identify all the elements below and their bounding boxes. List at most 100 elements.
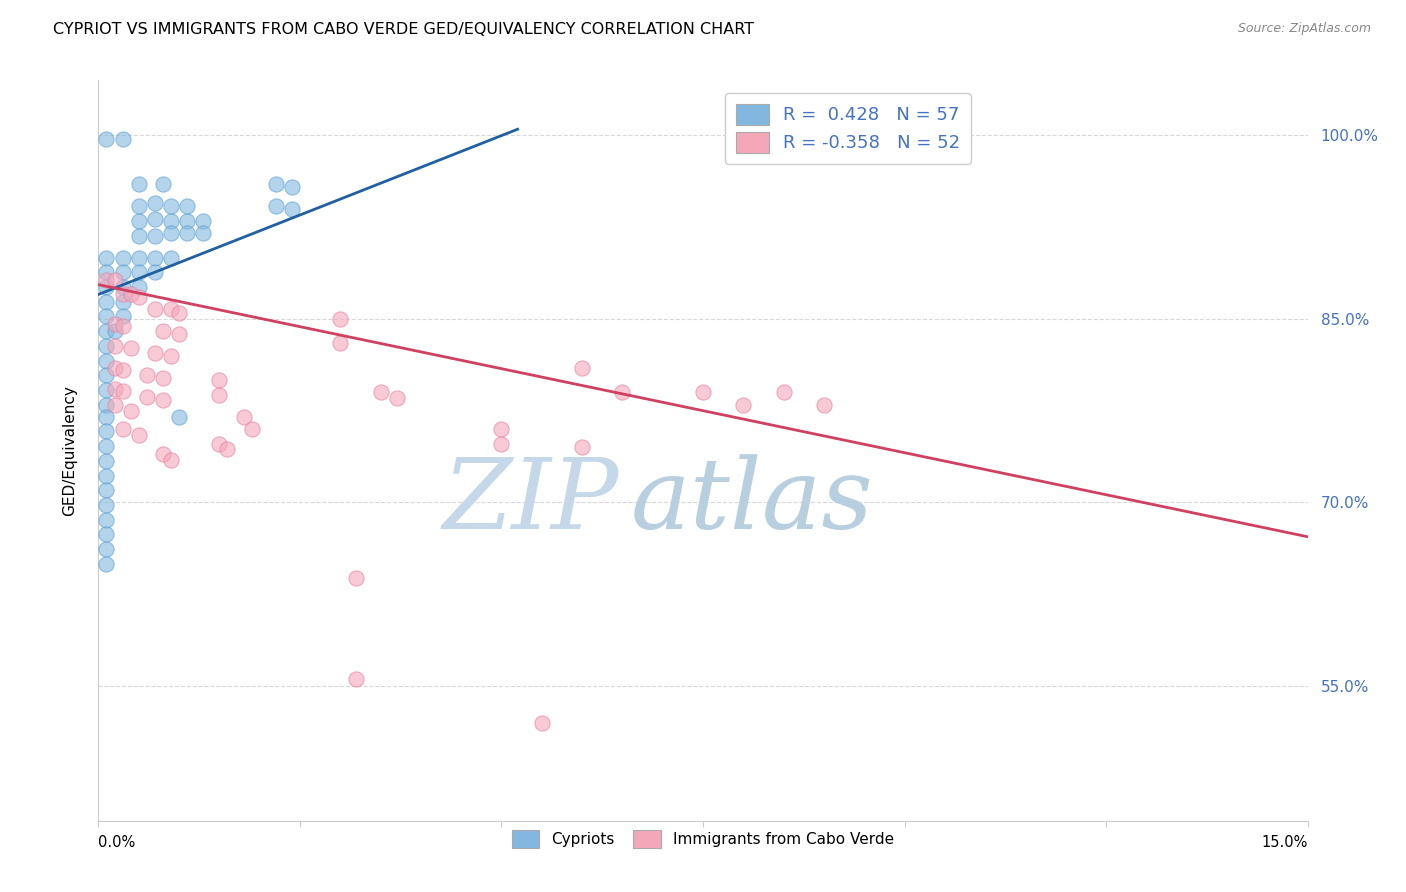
Text: 15.0%: 15.0% <box>1261 835 1308 850</box>
Point <box>103 360 125 375</box>
Point <box>135 390 157 404</box>
Point <box>111 287 134 301</box>
Point <box>128 199 150 213</box>
Point <box>128 290 150 304</box>
Point <box>160 226 183 240</box>
Point <box>103 317 125 331</box>
Point <box>143 265 166 279</box>
Point <box>128 280 150 294</box>
Point <box>329 312 352 326</box>
Point <box>111 422 134 436</box>
Point <box>96 383 118 397</box>
Point <box>96 324 118 338</box>
Point <box>240 422 263 436</box>
Point <box>103 339 125 353</box>
Text: 0.0%: 0.0% <box>98 835 135 850</box>
Point <box>143 195 166 210</box>
Point <box>111 265 134 279</box>
Point <box>128 265 150 279</box>
Point <box>344 672 367 686</box>
Point <box>385 392 408 406</box>
Point <box>772 385 794 400</box>
Point <box>208 436 231 450</box>
Point <box>96 409 118 424</box>
Point <box>143 251 166 265</box>
Point <box>143 211 166 226</box>
Point <box>96 251 118 265</box>
Point <box>167 306 190 320</box>
Point <box>96 541 118 556</box>
Point <box>111 384 134 398</box>
Point <box>96 368 118 383</box>
Text: Source: ZipAtlas.com: Source: ZipAtlas.com <box>1237 22 1371 36</box>
Point <box>96 439 118 453</box>
Point <box>264 178 287 192</box>
Point <box>111 363 134 377</box>
Point <box>264 199 287 213</box>
Text: ZIP: ZIP <box>441 455 619 550</box>
Point <box>96 483 118 498</box>
Point <box>281 179 304 194</box>
Point <box>152 178 174 192</box>
Point <box>143 346 166 360</box>
Legend: Cypriots, Immigrants from Cabo Verde: Cypriots, Immigrants from Cabo Verde <box>506 824 900 854</box>
Point <box>128 178 150 192</box>
Point <box>135 368 157 383</box>
Point <box>152 446 174 460</box>
Point <box>281 202 304 216</box>
Point <box>96 294 118 309</box>
Point <box>96 265 118 279</box>
Point <box>128 228 150 243</box>
Point <box>143 302 166 317</box>
Point <box>167 326 190 341</box>
Point <box>152 392 174 407</box>
Point <box>96 557 118 571</box>
Point <box>143 228 166 243</box>
Point <box>344 571 367 585</box>
Point <box>128 214 150 228</box>
Point <box>128 428 150 442</box>
Point <box>96 498 118 512</box>
Point <box>370 385 392 400</box>
Point <box>152 370 174 384</box>
Point <box>160 199 183 213</box>
Point <box>329 336 352 351</box>
Point <box>176 226 198 240</box>
Point <box>208 388 231 402</box>
Point <box>176 199 198 213</box>
Point <box>167 409 190 424</box>
Point <box>692 385 714 400</box>
Point <box>96 425 118 439</box>
Point <box>103 382 125 396</box>
Point <box>96 132 118 146</box>
Point <box>111 294 134 309</box>
Point <box>96 280 118 294</box>
Point <box>96 310 118 324</box>
Point <box>96 339 118 353</box>
Point <box>152 324 174 338</box>
Point <box>813 398 835 412</box>
Point <box>103 398 125 412</box>
Point <box>96 527 118 541</box>
Point <box>120 403 142 417</box>
Point <box>208 373 231 387</box>
Point <box>176 214 198 228</box>
Point <box>111 310 134 324</box>
Point <box>120 287 142 301</box>
Point <box>193 214 215 228</box>
Text: atlas: atlas <box>630 455 873 550</box>
Point <box>491 422 513 436</box>
Point <box>111 280 134 294</box>
Point <box>160 302 183 317</box>
Point <box>571 360 593 375</box>
Text: CYPRIOT VS IMMIGRANTS FROM CABO VERDE GED/EQUIVALENCY CORRELATION CHART: CYPRIOT VS IMMIGRANTS FROM CABO VERDE GE… <box>53 22 755 37</box>
Point <box>128 251 150 265</box>
Point <box>96 273 118 287</box>
Point <box>111 132 134 146</box>
Point <box>120 341 142 355</box>
Point <box>111 319 134 334</box>
Point <box>733 398 755 412</box>
Point <box>160 349 183 363</box>
Point <box>96 353 118 368</box>
Point <box>103 273 125 287</box>
